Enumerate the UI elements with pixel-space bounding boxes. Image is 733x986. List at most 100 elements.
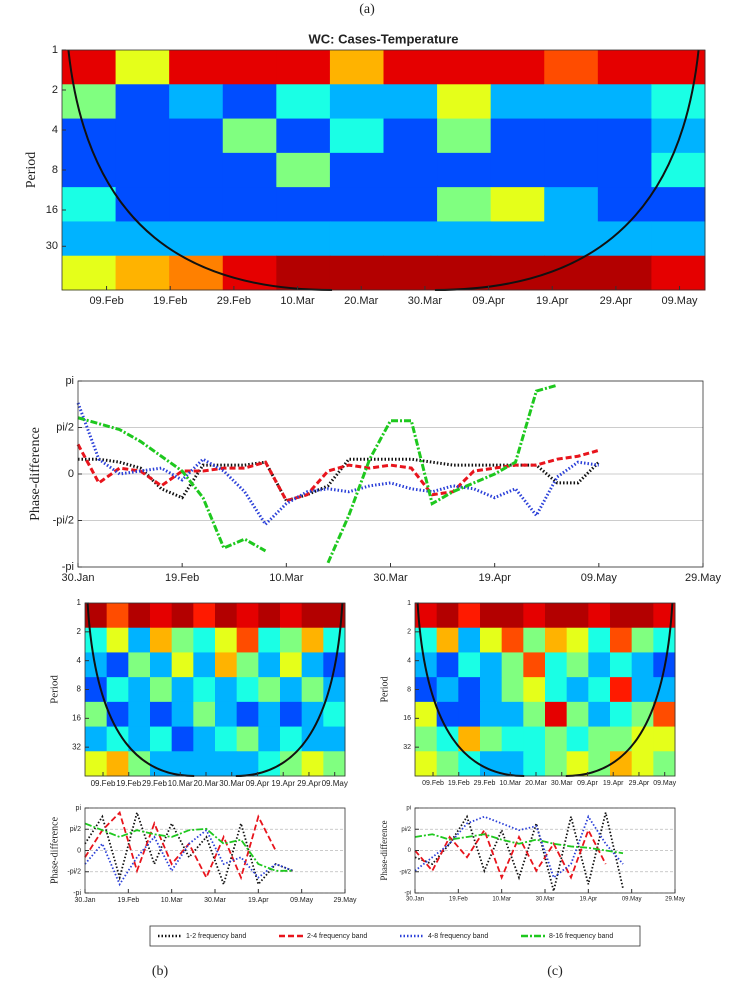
heat-cell bbox=[222, 84, 277, 120]
heat-cell bbox=[215, 751, 238, 777]
heat-cell bbox=[301, 627, 324, 653]
heat-cell bbox=[85, 726, 108, 752]
x-tick-label: 20.Mar bbox=[194, 779, 219, 788]
heat-cell bbox=[545, 652, 568, 678]
x-tick-label: 19.Apr bbox=[271, 779, 295, 788]
heat-cell bbox=[566, 677, 589, 703]
heat-cell bbox=[653, 751, 676, 777]
heat-cell bbox=[490, 50, 545, 85]
heat-cell bbox=[193, 751, 216, 777]
heat-cell bbox=[480, 726, 503, 752]
heat-cell bbox=[258, 751, 281, 777]
heat-cell bbox=[458, 677, 481, 703]
heat-cell bbox=[193, 677, 216, 703]
heat-cell bbox=[193, 627, 216, 653]
heat-cell bbox=[651, 187, 706, 222]
heat-cell bbox=[280, 603, 303, 629]
heat-cell bbox=[436, 652, 459, 678]
x-tick-label: 19.Apr bbox=[603, 780, 624, 787]
x-tick-label: 29.Apr bbox=[297, 779, 321, 788]
heat-cell bbox=[523, 677, 546, 703]
legend-label: 2-4 frequency band bbox=[307, 933, 367, 940]
heat-cell bbox=[651, 118, 706, 154]
y-tick-label: -pi bbox=[73, 890, 81, 897]
heat-cell bbox=[545, 627, 568, 653]
x-tick-label: 19.Feb bbox=[449, 897, 468, 903]
x-tick-label: 20.Mar bbox=[344, 295, 379, 307]
series-line bbox=[414, 833, 624, 855]
series-line bbox=[84, 822, 293, 872]
heat-cell bbox=[490, 221, 545, 257]
series-line bbox=[78, 457, 600, 503]
heat-cell bbox=[597, 84, 652, 120]
x-tick-label: 09.May bbox=[581, 572, 618, 584]
x-tick-label: 10.Mar bbox=[269, 572, 304, 584]
chart-title: WC: Cases-Temperature bbox=[308, 31, 458, 46]
heat-cell bbox=[301, 652, 324, 678]
heat-cell bbox=[128, 751, 151, 777]
heat-cell bbox=[171, 701, 194, 728]
heat-cell bbox=[588, 627, 611, 653]
heat-cell bbox=[490, 118, 545, 154]
heat-cell bbox=[280, 751, 303, 777]
x-tick-label: 09.May bbox=[653, 780, 676, 787]
x-tick-label: 09.Feb bbox=[91, 779, 116, 788]
heat-cell bbox=[544, 84, 599, 120]
heat-cell bbox=[236, 701, 259, 728]
heat-cell bbox=[236, 726, 259, 752]
heat-cell bbox=[280, 652, 303, 678]
heat-cell bbox=[171, 652, 194, 678]
cone-of-influence bbox=[416, 602, 674, 777]
x-tick-label: 29.May bbox=[665, 897, 685, 903]
heat-cell bbox=[115, 187, 170, 222]
heat-cell bbox=[501, 603, 524, 629]
heat-cell bbox=[480, 701, 503, 728]
heat-cell bbox=[323, 627, 346, 653]
heat-cell bbox=[301, 677, 324, 703]
heat-cell bbox=[215, 677, 238, 703]
y-axis-label: Period bbox=[24, 152, 39, 189]
x-tick-label: 29.Feb bbox=[217, 295, 251, 307]
heat-cell bbox=[544, 255, 599, 291]
y-tick-label: 8 bbox=[52, 164, 58, 176]
heat-cell bbox=[588, 677, 611, 703]
heat-cell bbox=[115, 84, 170, 120]
heat-cell bbox=[544, 152, 599, 188]
heat-cell bbox=[106, 726, 129, 752]
heat-cell bbox=[85, 603, 108, 629]
heat-cell bbox=[523, 751, 546, 777]
heat-cell bbox=[280, 726, 303, 752]
heat-cell bbox=[150, 701, 173, 728]
heat-cell bbox=[150, 652, 173, 678]
heat-cell bbox=[150, 677, 173, 703]
heat-cell bbox=[544, 118, 599, 154]
x-tick-label: 19.Feb bbox=[116, 779, 141, 788]
heat-cell bbox=[588, 603, 611, 629]
heat-cell bbox=[106, 677, 129, 703]
heat-cell bbox=[597, 152, 652, 188]
heat-cell bbox=[588, 652, 611, 678]
heat-cell bbox=[222, 221, 277, 257]
series-line bbox=[326, 383, 558, 564]
legend-label: 8-16 frequency band bbox=[549, 933, 613, 940]
x-tick-label: 10.Mar bbox=[168, 779, 193, 788]
x-tick-label: 09.Feb bbox=[89, 295, 123, 307]
heat-cell bbox=[222, 50, 277, 85]
heat-cell bbox=[169, 221, 224, 257]
heat-cell bbox=[610, 652, 633, 678]
heat-cell bbox=[106, 627, 129, 653]
heat-cell bbox=[523, 652, 546, 678]
heat-cell bbox=[323, 603, 346, 629]
y-axis-label: Period bbox=[379, 676, 390, 702]
series-line bbox=[414, 827, 607, 880]
y-tick-label: -pi bbox=[62, 561, 74, 573]
heat-cell bbox=[610, 701, 633, 728]
x-tick-label: 10.Mar bbox=[280, 295, 315, 307]
heat-cell bbox=[610, 751, 633, 777]
heat-cell bbox=[85, 677, 108, 703]
heat-cell bbox=[193, 726, 216, 752]
y-tick-label: 0 bbox=[68, 468, 74, 480]
heat-cell bbox=[280, 677, 303, 703]
heat-cell bbox=[458, 652, 481, 678]
